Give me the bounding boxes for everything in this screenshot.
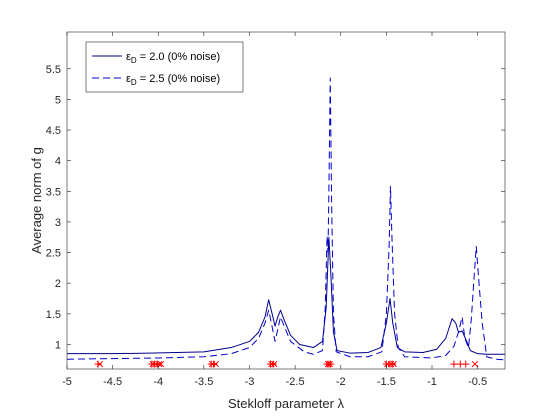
- axes-box: [66, 31, 506, 370]
- y-tick-label: 5.5: [46, 64, 61, 76]
- y-tick-label: 4.5: [46, 125, 61, 137]
- cross-marker: [324, 360, 332, 368]
- legend-label-2: εD = 2.5 (0% noise): [126, 73, 220, 87]
- y-tick-label: 2: [55, 278, 61, 290]
- cross-marker: [157, 360, 165, 368]
- marker-layer: [94, 360, 479, 368]
- y-tick-label: 3: [55, 217, 61, 229]
- y-tick-label: 2.5: [46, 248, 61, 260]
- x-tick-label: -4: [153, 376, 163, 388]
- x-axis-label: Stekloff parameter λ: [228, 396, 345, 411]
- x-tick-label: -0.5: [468, 376, 487, 388]
- series-line-2: [66, 77, 506, 361]
- x-tick-label: -5: [62, 376, 72, 388]
- cross-marker: [471, 360, 479, 368]
- y-tick-label: 5: [55, 94, 61, 106]
- y-tick-label: 4: [55, 156, 61, 168]
- cross-marker: [390, 360, 397, 368]
- cross-marker: [149, 360, 156, 368]
- legend-box: [85, 41, 244, 93]
- y-tick-label: 3.5: [46, 186, 61, 198]
- plus-marker: [450, 360, 458, 368]
- tick-layer: -5 -4.5 -4 -3.5 -3 -2.5 -2 -1.5 -1 -0.5 1 1.5 2 2.5 3 3…: [46, 32, 505, 388]
- y-tick-label: 1: [55, 339, 61, 351]
- series-line-1: [67, 236, 505, 355]
- x-tick-label: -4.5: [103, 376, 122, 388]
- x-tick-label: -1.5: [377, 376, 396, 388]
- x-tick-label: -2.5: [286, 376, 305, 388]
- x-tick-label: -3: [245, 376, 255, 388]
- plus-marker: [462, 360, 470, 368]
- legend: εD = 2.0 (0% noise) εD = 2.5 (0% noise): [85, 41, 244, 93]
- x-tick-label: -3.5: [194, 376, 213, 388]
- legend-label-1: εD = 2.0 (0% noise): [126, 51, 220, 65]
- cross-marker: [270, 360, 278, 368]
- cross-marker: [268, 360, 275, 368]
- x-tick-label: -2: [336, 376, 346, 388]
- cross-marker: [96, 360, 104, 368]
- series-layer: [66, 77, 506, 361]
- x-tick-label: -1: [427, 376, 437, 388]
- cross-marker: [387, 360, 395, 368]
- cross-marker: [326, 360, 333, 368]
- cross-marker: [156, 360, 163, 368]
- y-tick-label: 1.5: [46, 309, 61, 321]
- y-axis-label: Average norm of g: [29, 147, 44, 254]
- cross-marker: [212, 360, 219, 368]
